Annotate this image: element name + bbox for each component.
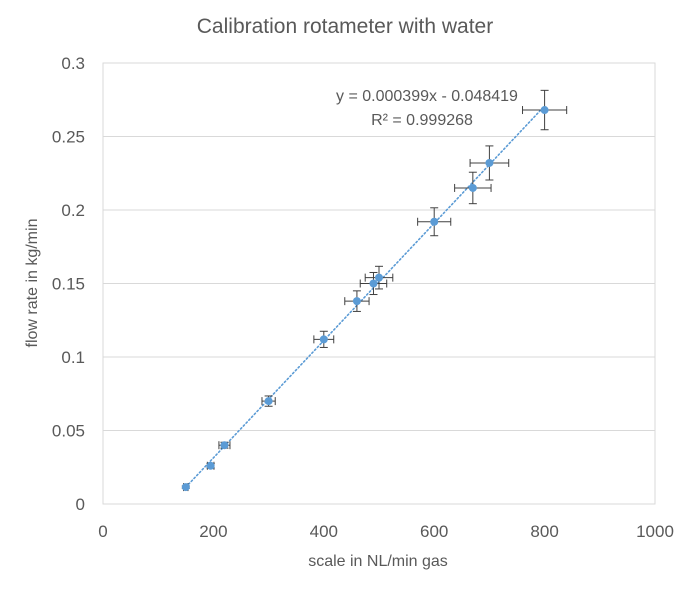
data-point [220,441,229,450]
data-points [181,106,549,492]
trendline-equation: y = 0.000399x - 0.048419 [336,88,518,105]
y-tick-label: 0 [76,495,85,514]
data-point [540,106,549,115]
data-point [206,461,215,470]
y-axis-title: flow rate in kg/min [24,219,41,348]
x-tick-label: 800 [530,522,558,541]
y-tick-label: 0.15 [52,275,85,294]
x-tick-label: 600 [420,522,448,541]
data-point [319,335,328,344]
data-point [181,483,190,492]
y-tick-label: 0.05 [52,422,85,441]
plot-area-border [102,62,656,505]
x-axis-title: scale in NL/min gas [308,553,448,570]
data-point [369,279,378,288]
x-tick-label: 200 [199,522,227,541]
tick-labels: 0 0.05 0.1 0.15 0.2 0.25 0.3 0 200 400 600 800 1000 [52,54,674,541]
chart-title: Calibration rotameter with water [197,15,493,38]
data-point [375,273,383,282]
y-tick-label: 0.1 [61,348,85,367]
y-tick-label: 0.25 [52,128,85,147]
y-tick-label: 0.2 [61,201,85,220]
trendline [185,105,546,488]
data-point [468,183,477,192]
x-tick-label: 1000 [636,522,674,541]
data-point [485,158,494,167]
x-tick-label: 0 [98,522,107,541]
data-point [352,297,361,306]
data-point [430,217,439,226]
y-tick-label: 0.3 [61,54,85,73]
data-point [264,397,273,406]
r-squared-label: R² = 0.999268 [371,112,473,129]
trendline-group [185,105,546,488]
x-tick-label: 400 [310,522,338,541]
